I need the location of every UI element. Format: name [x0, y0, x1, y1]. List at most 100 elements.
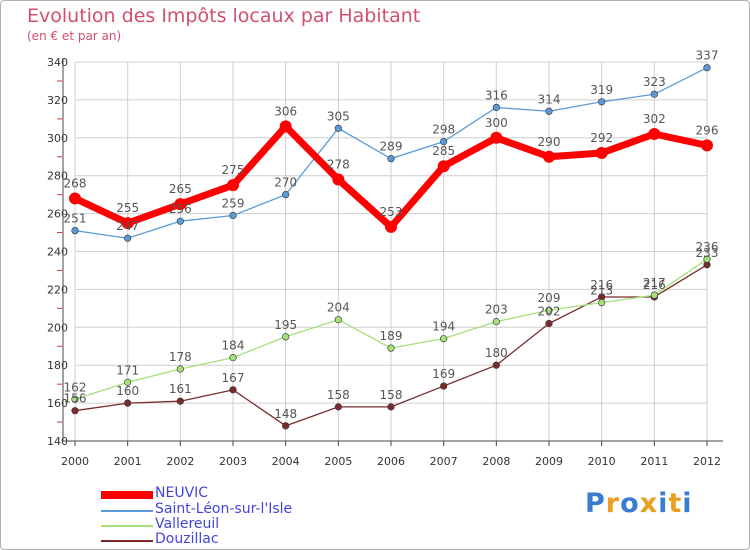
y-tick-label: 300: [47, 132, 68, 145]
chart-subtitle: (en € et par an): [27, 29, 122, 43]
data-label: 253: [380, 205, 403, 219]
data-label: 268: [64, 176, 87, 190]
legend-label: Vallereuil: [155, 516, 220, 532]
data-label: 194: [432, 320, 455, 334]
x-tick-label: 2010: [588, 455, 616, 468]
proxiti-logo: Proxiti: [585, 488, 693, 519]
data-label: 300: [485, 116, 508, 130]
data-point: [440, 382, 448, 390]
data-label: 203: [485, 303, 508, 317]
data-label: 161: [169, 382, 192, 396]
data-labels: 156 160 161 167 148 158 158 169 180 202 216 216 233 1…: [64, 49, 719, 421]
data-label: 169: [432, 367, 455, 381]
data-label: 256: [169, 202, 192, 216]
data-label: 251: [64, 212, 87, 226]
data-point: [543, 150, 555, 163]
data-label: 270: [274, 176, 297, 190]
data-point: [545, 306, 553, 314]
y-tick-label: 320: [47, 94, 68, 107]
data-point: [332, 173, 345, 186]
data-point: [545, 107, 553, 115]
data-label: 178: [169, 350, 192, 364]
data-label: 213: [590, 284, 613, 298]
data-label: 323: [643, 75, 666, 89]
data-point: [440, 137, 448, 146]
x-tick-label: 2004: [272, 455, 300, 468]
y-tick-label: 180: [47, 359, 68, 372]
data-point: [282, 333, 290, 341]
logo-letter: P: [585, 488, 606, 519]
data-label: 184: [222, 339, 245, 353]
data-label: 247: [116, 219, 139, 233]
data-point: [334, 124, 342, 132]
data-label: 275: [222, 163, 245, 177]
data-label: 255: [116, 201, 139, 215]
data-label: 265: [169, 182, 192, 196]
data-point: [71, 227, 79, 235]
data-label: 204: [327, 301, 350, 315]
data-point: [437, 160, 450, 173]
x-tick-label: 2009: [535, 455, 563, 468]
logo-letter: r: [605, 488, 621, 519]
legend-swatch: [101, 540, 153, 542]
data-point: [595, 146, 608, 159]
x-tick-label: 2012: [693, 455, 721, 468]
data-point: [174, 198, 187, 211]
series-group: [69, 64, 713, 430]
data-point: [703, 255, 711, 263]
data-label: 180: [485, 346, 508, 360]
logo-letter: i: [658, 488, 669, 519]
data-label: 302: [643, 112, 666, 126]
data-label: 216: [590, 278, 613, 292]
data-point: [650, 90, 658, 98]
data-label: 158: [327, 388, 350, 402]
data-point: [545, 319, 553, 328]
legend-swatch: [101, 525, 153, 527]
data-label: 319: [590, 83, 613, 97]
data-label: 156: [64, 392, 87, 406]
data-point: [124, 399, 132, 407]
data-label: 285: [432, 144, 455, 158]
data-point: [124, 234, 132, 242]
data-label: 337: [696, 49, 719, 63]
data-label: 233: [696, 246, 719, 260]
data-point: [703, 64, 711, 72]
x-tick-label: 2002: [166, 455, 194, 468]
data-label: 316: [485, 88, 508, 102]
data-point: [598, 299, 606, 307]
data-label: 296: [696, 123, 719, 137]
legend-label: Douzillac: [155, 531, 219, 547]
x-tick-label: 2005: [324, 455, 352, 468]
data-point: [490, 131, 503, 144]
data-label: 306: [274, 104, 297, 118]
legend-swatch: [101, 491, 153, 499]
logo-letter: o: [620, 488, 640, 519]
data-point: [334, 403, 342, 411]
data-label: 202: [538, 305, 561, 319]
x-tick-label: 2007: [430, 455, 458, 468]
logo-letter: t: [668, 488, 683, 519]
data-point: [385, 220, 397, 233]
data-label: 162: [64, 380, 87, 394]
data-point: [598, 98, 606, 106]
data-point: [71, 407, 79, 415]
x-tick-label: 2011: [640, 455, 668, 468]
data-point: [279, 120, 292, 133]
data-label: 167: [222, 371, 245, 385]
data-label: 278: [327, 157, 350, 171]
data-label: 171: [116, 363, 139, 377]
data-point: [176, 217, 184, 225]
data-label: 298: [432, 123, 455, 137]
data-label: 292: [590, 131, 613, 145]
data-point: [387, 155, 395, 163]
data-point: [334, 316, 342, 324]
data-point: [71, 395, 79, 403]
data-point: [176, 397, 184, 405]
data-point: [387, 344, 395, 352]
data-label: 290: [538, 135, 561, 149]
data-label: 189: [380, 329, 403, 343]
x-tick-label: 2006: [377, 455, 405, 468]
